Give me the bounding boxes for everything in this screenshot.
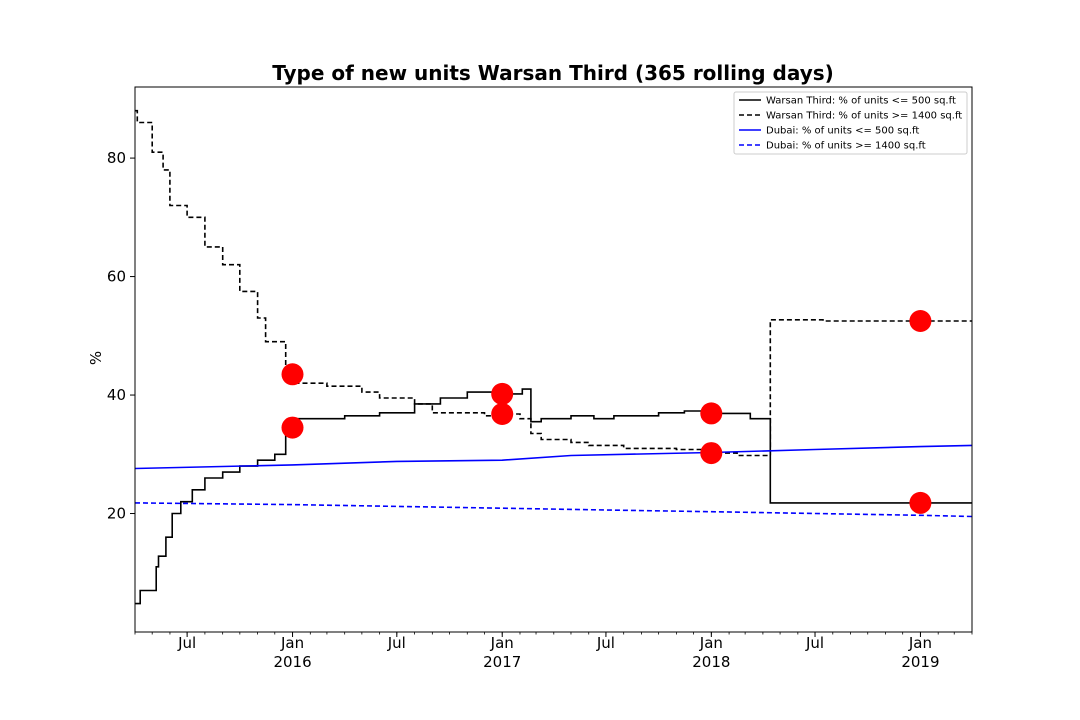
highlight-marker-7: [909, 491, 932, 514]
chart-title: Type of new units Warsan Third (365 roll…: [272, 61, 834, 85]
y-tick-label-60: 60: [107, 268, 126, 286]
x-tick-label-3: Jan: [490, 634, 514, 652]
legend: Warsan Third: % of units <= 500 sq.ft War…: [733, 91, 968, 155]
legend-label-2: Dubai: % of units <= 500 sq.ft: [766, 126, 919, 137]
x-tick-year-1: 2016: [273, 653, 311, 671]
plot-area: [134, 109, 973, 605]
plot-frame: [134, 86, 973, 633]
x-tick-label-7: Jan: [908, 634, 932, 652]
highlight-marker-1: [281, 416, 304, 439]
series-line-3: [134, 502, 973, 518]
legend-label-3: Dubai: % of units >= 1400 sq.ft: [766, 141, 926, 152]
highlight-marker-0: [281, 363, 304, 386]
highlight-marker-5: [700, 442, 723, 465]
highlight-marker-2: [491, 382, 514, 405]
y-axis-label: %: [87, 351, 105, 365]
highlight-marker-6: [909, 310, 932, 332]
x-tick-label-2: Jul: [387, 634, 406, 652]
x-tick-label-4: Jul: [596, 634, 615, 652]
series-line-2: [134, 444, 973, 470]
x-tick-label-0: Jul: [177, 634, 196, 652]
legend-label-1: Warsan Third: % of units >= 1400 sq.ft: [766, 111, 962, 122]
legend-box: [733, 91, 968, 155]
x-tick-label-1: Jan: [280, 634, 304, 652]
y-tick-label-80: 80: [107, 149, 126, 167]
x-tick-label-5: Jan: [699, 634, 723, 652]
legend-label-0: Warsan Third: % of units <= 500 sq.ft: [766, 96, 956, 107]
x-tick-label-6: Jul: [805, 634, 824, 652]
x-tick-year-5: 2018: [692, 653, 730, 671]
highlight-marker-4: [700, 402, 723, 425]
series-line-0: [135, 388, 972, 605]
y-tick-label-40: 40: [107, 386, 126, 404]
series-line-1: [135, 109, 972, 457]
highlight-marker-3: [491, 403, 514, 425]
x-tick-year-7: 2019: [901, 653, 939, 671]
x-tick-year-3: 2017: [483, 653, 521, 671]
y-tick-label-20: 20: [107, 505, 126, 523]
